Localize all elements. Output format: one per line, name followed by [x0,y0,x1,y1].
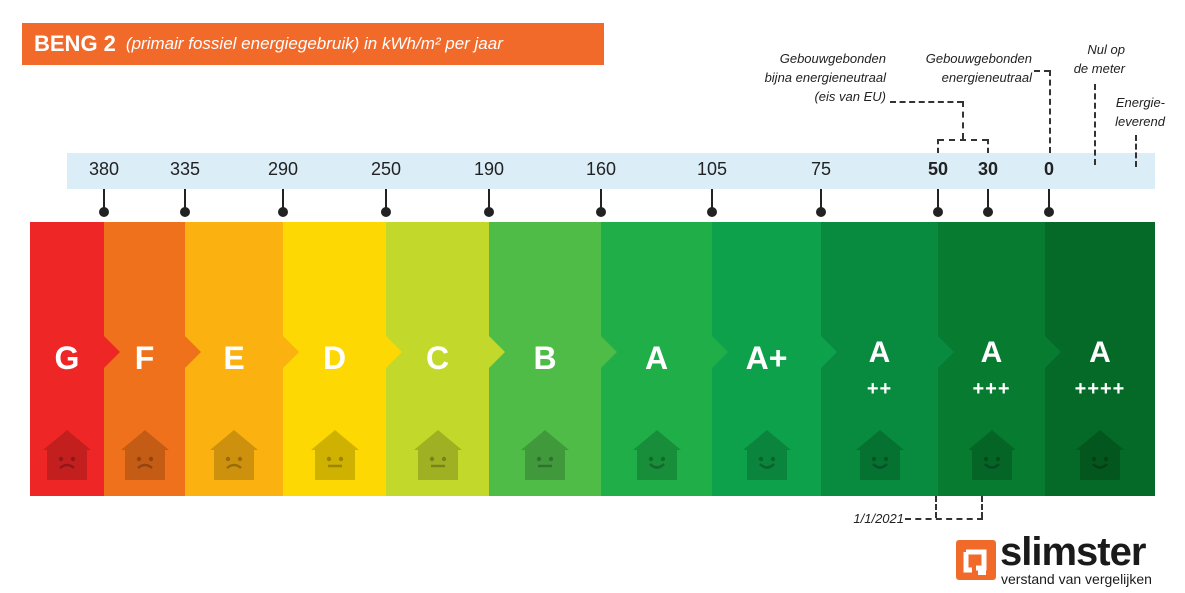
energy-label-9: A ++ [821,222,954,496]
tick-stem [282,189,284,212]
annotation-energieneutraal: Gebouwgebonden energieneutraal [925,51,1032,85]
tick-dot [180,207,190,217]
house-happy-icon [854,428,906,482]
tick-dot [933,207,943,217]
energy-label-letter: B [533,340,557,376]
scale-band [67,153,1155,189]
tick-label: 0 [1043,159,1055,179]
house-sad-icon [208,428,260,482]
tick-stem [600,189,602,212]
energy-label-6: B [489,222,617,496]
connector-bijna-h [890,101,963,103]
house-sad-icon [41,428,93,482]
energy-label-8: A+ [712,222,837,496]
energy-label-5: C [386,222,505,496]
energy-label-letter: E [223,340,245,376]
chart-title: BENG 2 [34,31,116,56]
connector-date-h [905,518,983,520]
tick-label: 50 [927,159,949,179]
tick-dot [707,207,717,217]
tick-dot [99,207,109,217]
slimster-logo-icon [956,540,996,580]
energy-label-letter: F [134,340,155,376]
tick-stem [937,189,939,212]
energy-label-letter: A [868,336,891,369]
energy-label-plus: +++ [972,378,1011,400]
annotation-energieleverend: Energie- leverend [1115,95,1165,129]
annotation-nul-op-de-meter: Nul op de meter [1073,42,1125,76]
house-neutral-icon [412,428,464,482]
tick-label: 160 [585,159,617,179]
tick-label: 250 [370,159,402,179]
tick-label: 30 [977,159,999,179]
house-happy-icon [741,428,793,482]
tick-label: 105 [696,159,728,179]
house-neutral-icon [309,428,361,482]
energy-label-4: D [283,222,402,496]
tick-stem [820,189,822,212]
logo-wordmark: slimster [1000,530,1146,574]
connector-neutraal-h [1034,70,1050,72]
energy-label-letter: A [1089,336,1111,369]
tick-dot [484,207,494,217]
energy-label-11: A ++++ [1045,222,1155,496]
tick-dot [596,207,606,217]
connector-bracket-right [987,139,989,153]
energy-label-letter: A+ [745,340,788,376]
tick-dot [816,207,826,217]
energy-label-letter: A [644,340,669,376]
energy-label-letter: A [980,336,1003,369]
tick-label: 75 [810,159,832,179]
energy-label-plus: ++++ [1074,378,1126,400]
energy-label-2: F [104,222,201,496]
annotation-bijna-energieneutraal: Gebouwgebonden bijna energieneutraal (ei… [764,51,886,104]
tick-stem [488,189,490,212]
tick-dot [983,207,993,217]
connector-nul-v [1094,84,1096,165]
tick-stem [711,189,713,212]
connector-neutraal-v [1049,70,1051,153]
house-happy-icon [631,428,683,482]
connector-bijna-v [962,101,964,139]
tick-label: 190 [473,159,505,179]
house-happy-icon [966,428,1018,482]
tick-label: 335 [169,159,201,179]
tick-stem [385,189,387,212]
tick-label: 290 [267,159,299,179]
energy-label-letter: C [425,340,450,376]
tick-stem [103,189,105,212]
tick-label: 380 [88,159,120,179]
connector-bracket-left [937,139,939,153]
energy-label-letter: D [322,340,347,376]
connector-bracket-h [938,139,988,141]
connector-leverend-v [1135,135,1137,167]
annotation-date: 1/1/2021 [853,511,904,526]
connector-date-right [981,496,983,518]
tick-stem [184,189,186,212]
energy-label-letter: G [54,340,80,376]
energy-label-band: G F E D C B A A+ A ++ A +++ A ++++ [30,222,1155,496]
house-neutral-icon [519,428,571,482]
logo-tagline: verstand van vergelijken [1001,571,1152,587]
chart-subtitle: (primair fossiel energiegebruik) in kWh/… [125,34,503,53]
energy-label-plus: ++ [866,378,893,400]
chart-title-banner: BENG 2 (primair fossiel energiegebruik) … [22,23,604,65]
connector-date-left [935,496,937,518]
house-happy-icon [1074,428,1126,482]
energy-label-3: E [185,222,299,496]
tick-stem [1048,189,1050,212]
tick-dot [278,207,288,217]
tick-stem [987,189,989,212]
slimster-logo: slimster verstand van vergelijken [956,530,1176,588]
energy-label-7: A [601,222,728,496]
energy-label-10: A +++ [938,222,1061,496]
house-sad-icon [119,428,171,482]
tick-dot [381,207,391,217]
tick-dot [1044,207,1054,217]
